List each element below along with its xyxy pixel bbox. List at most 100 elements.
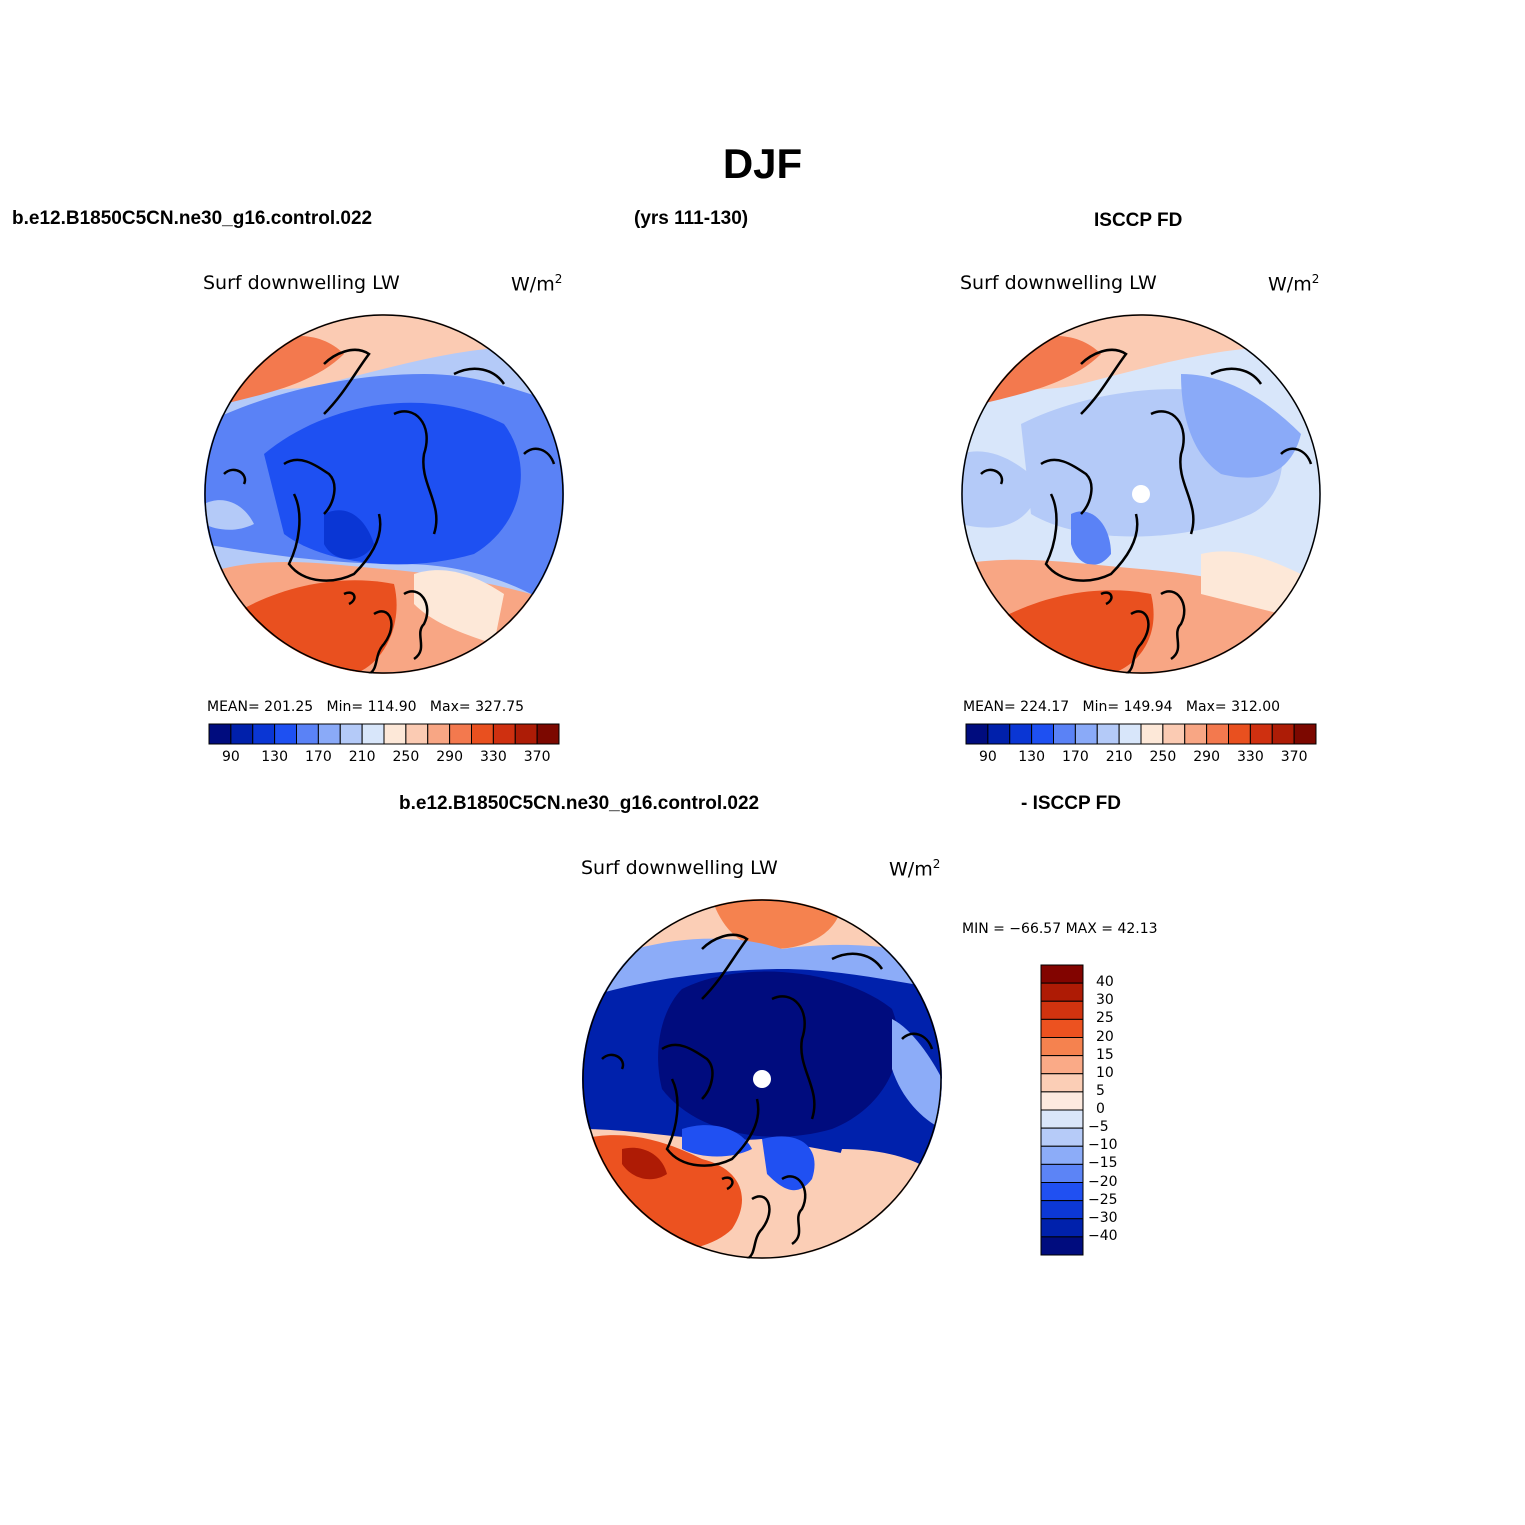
colorbar-tick-label: 290 xyxy=(436,749,463,765)
figure-title: DJF xyxy=(722,140,803,187)
colorbar-tick-label: 250 xyxy=(392,749,420,765)
colorbar-swatch xyxy=(1040,1145,1084,1165)
colorbar-swatch xyxy=(1249,723,1273,745)
panel2-units-label: W/m2 xyxy=(1268,272,1320,296)
colorbar-swatch xyxy=(208,723,232,745)
colorbar-swatch xyxy=(1040,1127,1084,1147)
colorbar-tick-label: 0 xyxy=(1096,1101,1105,1117)
panel3-polar-map xyxy=(582,899,942,1259)
colorbar-swatch xyxy=(536,723,560,745)
colorbar-tick-label: −30 xyxy=(1088,1209,1118,1226)
panel1-case-name: b.e12.B1850C5CN.ne30_g16.control.022 xyxy=(12,208,373,229)
colorbar-swatch xyxy=(1040,1109,1084,1129)
colorbar-tick-label: 30 xyxy=(1096,992,1114,1009)
colorbar-swatch xyxy=(427,723,451,745)
panel2-case-name: ISCCP FD xyxy=(1094,210,1183,231)
colorbar-swatch xyxy=(1140,723,1164,745)
colorbar-swatch xyxy=(1293,723,1317,745)
colorbar-swatch xyxy=(405,723,429,745)
colorbar-tick-label: 170 xyxy=(305,749,332,765)
colorbar-tick-label: −5 xyxy=(1088,1119,1109,1136)
panel3-case-a: b.e12.B1850C5CN.ne30_g16.control.022 xyxy=(399,793,760,814)
colorbar-tick-label: 130 xyxy=(1018,749,1045,765)
colorbar-tick-label: 170 xyxy=(1062,749,1089,765)
colorbar-tick-label: −40 xyxy=(1088,1227,1118,1244)
colorbar-swatch xyxy=(1162,723,1186,745)
panel3-case-b: - ISCCP FD xyxy=(1021,793,1121,814)
colorbar-swatch xyxy=(1053,723,1076,745)
colorbar-tick-label: 10 xyxy=(1096,1064,1114,1081)
panel3-units-label: W/m2 xyxy=(889,857,941,881)
colorbar-tick-label: −10 xyxy=(1088,1137,1118,1154)
panel1-years: (yrs 111-130) xyxy=(634,208,749,229)
panel1-units-label: W/m2 xyxy=(511,272,563,296)
panel3-colorbar xyxy=(1040,964,1084,1256)
colorbar-tick-label: 370 xyxy=(1280,749,1308,765)
panel3-minmax: MIN = −66.57 MAX = 42.13 xyxy=(962,921,1158,937)
panel2-variable-label: Surf downwelling LW xyxy=(960,272,1157,294)
colorbar-swatch xyxy=(1031,723,1054,745)
colorbar-tick-label: −25 xyxy=(1088,1191,1118,1208)
colorbar-tick-label: 330 xyxy=(1237,749,1264,765)
panel3-variable-label: Surf downwelling LW xyxy=(581,857,778,879)
colorbar-swatch xyxy=(1118,723,1142,745)
colorbar-swatch xyxy=(492,723,516,745)
colorbar-swatch xyxy=(1096,723,1120,745)
panel1-polar-map xyxy=(204,314,564,674)
colorbar-swatch xyxy=(361,723,385,745)
colorbar-swatch xyxy=(1074,723,1098,745)
colorbar-swatch xyxy=(1040,1018,1084,1038)
panel1-variable-label: Surf downwelling LW xyxy=(203,272,400,294)
colorbar-swatch xyxy=(1040,1000,1084,1020)
panel1-colorbar xyxy=(208,723,560,745)
colorbar-tick-label: 130 xyxy=(261,749,288,765)
colorbar-swatch xyxy=(296,723,319,745)
colorbar-swatch xyxy=(1040,1163,1084,1183)
colorbar-swatch xyxy=(383,723,407,745)
colorbar-swatch xyxy=(1040,1218,1084,1238)
panel2-stats: MEAN= 224.17 Min= 149.94 Max= 312.00 xyxy=(963,699,1281,715)
colorbar-tick-label: −15 xyxy=(1088,1155,1118,1172)
colorbar-swatch xyxy=(1040,1073,1084,1093)
colorbar-swatch xyxy=(230,723,254,745)
colorbar-tick-label: 25 xyxy=(1096,1010,1114,1027)
colorbar-tick-label: 20 xyxy=(1096,1028,1114,1045)
colorbar-swatch xyxy=(1009,723,1033,745)
colorbar-swatch xyxy=(339,723,363,745)
colorbar-tick-label: 210 xyxy=(1105,749,1133,765)
colorbar-tick-label: 90 xyxy=(221,749,240,765)
colorbar-tick-label: 330 xyxy=(480,749,507,765)
colorbar-tick-label: 370 xyxy=(523,749,551,765)
colorbar-swatch xyxy=(1040,982,1084,1002)
colorbar-tick-label: 210 xyxy=(348,749,376,765)
colorbar-swatch xyxy=(1228,723,1251,745)
colorbar-swatch xyxy=(1040,1182,1084,1202)
colorbar-tick-label: 40 xyxy=(1096,974,1114,991)
colorbar-swatch xyxy=(987,723,1011,745)
colorbar-swatch xyxy=(1206,723,1229,745)
colorbar-swatch xyxy=(1040,1055,1084,1075)
colorbar-swatch xyxy=(1040,1200,1084,1220)
colorbar-tick-label: 290 xyxy=(1193,749,1220,765)
colorbar-swatch xyxy=(449,723,472,745)
panel1-stats: MEAN= 201.25 Min= 114.90 Max= 327.75 xyxy=(207,699,525,715)
colorbar-tick-label: −20 xyxy=(1088,1173,1118,1190)
colorbar-swatch xyxy=(1040,1037,1084,1057)
colorbar-swatch xyxy=(1040,1091,1084,1111)
colorbar-tick-label: 90 xyxy=(978,749,997,765)
colorbar-tick-label: 15 xyxy=(1096,1046,1114,1063)
colorbar-swatch xyxy=(1184,723,1208,745)
colorbar-tick-label: 5 xyxy=(1096,1082,1105,1099)
colorbar-swatch xyxy=(514,723,538,745)
colorbar-swatch xyxy=(471,723,494,745)
colorbar-swatch xyxy=(965,723,989,745)
colorbar-swatch xyxy=(252,723,276,745)
colorbar-swatch xyxy=(317,723,341,745)
colorbar-swatch xyxy=(1040,964,1084,984)
colorbar-tick-label: 250 xyxy=(1149,749,1177,765)
panel2-colorbar xyxy=(965,723,1317,745)
colorbar-swatch xyxy=(1271,723,1295,745)
panel2-polar-map xyxy=(961,314,1321,674)
colorbar-swatch xyxy=(274,723,297,745)
colorbar-swatch xyxy=(1040,1236,1084,1256)
